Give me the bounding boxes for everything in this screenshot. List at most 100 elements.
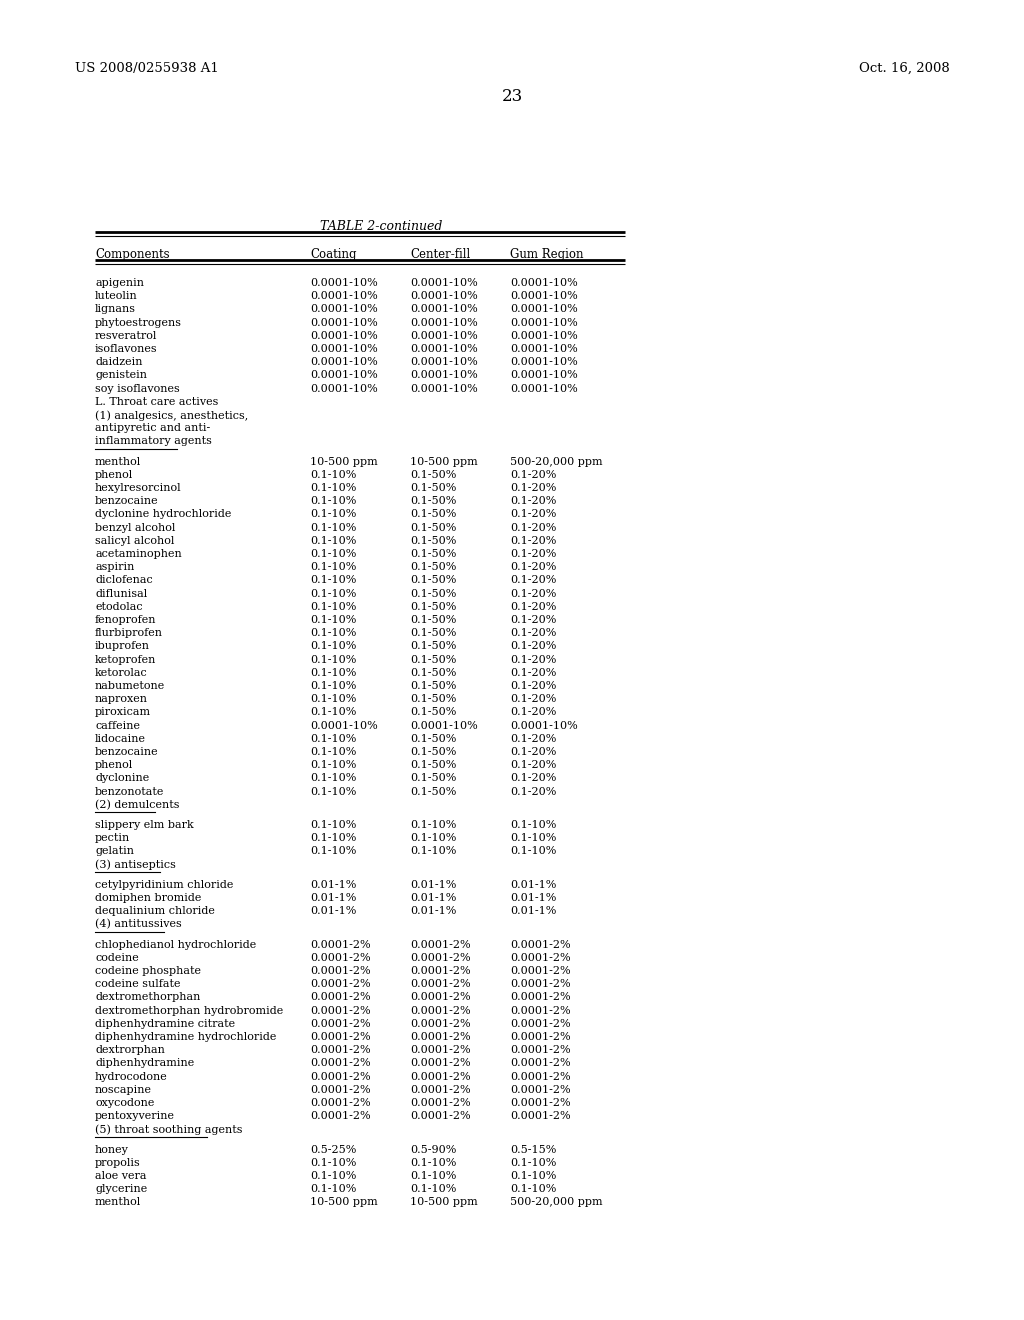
- Text: 0.5-25%: 0.5-25%: [310, 1144, 356, 1155]
- Text: 0.1-20%: 0.1-20%: [510, 549, 556, 558]
- Text: pectin: pectin: [95, 833, 130, 843]
- Text: (4) antitussives: (4) antitussives: [95, 920, 181, 929]
- Text: 0.0001-2%: 0.0001-2%: [410, 1019, 471, 1028]
- Text: 0.1-20%: 0.1-20%: [510, 655, 556, 664]
- Text: 0.1-50%: 0.1-50%: [410, 549, 457, 558]
- Text: 0.1-50%: 0.1-50%: [410, 747, 457, 756]
- Text: 0.0001-2%: 0.0001-2%: [510, 1019, 570, 1028]
- Text: nabumetone: nabumetone: [95, 681, 165, 690]
- Text: (3) antiseptics: (3) antiseptics: [95, 859, 176, 870]
- Text: Center-fill: Center-fill: [410, 248, 470, 261]
- Text: 0.1-20%: 0.1-20%: [510, 536, 556, 545]
- Text: acetaminophen: acetaminophen: [95, 549, 181, 558]
- Text: 0.1-20%: 0.1-20%: [510, 510, 556, 519]
- Text: diphenhydramine citrate: diphenhydramine citrate: [95, 1019, 236, 1028]
- Text: 0.1-50%: 0.1-50%: [410, 681, 457, 690]
- Text: 0.1-10%: 0.1-10%: [310, 470, 356, 479]
- Text: 0.01-1%: 0.01-1%: [510, 880, 556, 890]
- Text: 500-20,000 ppm: 500-20,000 ppm: [510, 457, 603, 466]
- Text: 0.0001-2%: 0.0001-2%: [510, 940, 570, 949]
- Text: 0.1-10%: 0.1-10%: [310, 628, 356, 638]
- Text: aspirin: aspirin: [95, 562, 134, 572]
- Text: 10-500 ppm: 10-500 ppm: [410, 457, 478, 466]
- Text: 0.1-50%: 0.1-50%: [410, 774, 457, 783]
- Text: 0.0001-10%: 0.0001-10%: [310, 318, 378, 327]
- Text: 0.0001-10%: 0.0001-10%: [410, 331, 478, 341]
- Text: 0.0001-2%: 0.0001-2%: [310, 953, 371, 962]
- Text: 0.1-10%: 0.1-10%: [410, 820, 457, 830]
- Text: 0.0001-2%: 0.0001-2%: [310, 1111, 371, 1121]
- Text: 0.1-20%: 0.1-20%: [510, 576, 556, 585]
- Text: 0.0001-2%: 0.0001-2%: [410, 1032, 471, 1041]
- Text: fenoprofen: fenoprofen: [95, 615, 157, 624]
- Text: propolis: propolis: [95, 1158, 140, 1168]
- Text: 10-500 ppm: 10-500 ppm: [410, 1197, 478, 1208]
- Text: 23: 23: [502, 88, 522, 106]
- Text: 0.1-50%: 0.1-50%: [410, 694, 457, 704]
- Text: dyclonine: dyclonine: [95, 774, 150, 783]
- Text: 0.0001-10%: 0.0001-10%: [510, 331, 578, 341]
- Text: 0.0001-2%: 0.0001-2%: [410, 993, 471, 1002]
- Text: 0.1-10%: 0.1-10%: [310, 510, 356, 519]
- Text: ibuprofen: ibuprofen: [95, 642, 150, 651]
- Text: ketorolac: ketorolac: [95, 668, 147, 677]
- Text: TABLE 2-continued: TABLE 2-continued: [319, 220, 442, 234]
- Text: 0.1-10%: 0.1-10%: [310, 774, 356, 783]
- Text: 0.0001-2%: 0.0001-2%: [310, 993, 371, 1002]
- Text: apigenin: apigenin: [95, 279, 144, 288]
- Text: 0.1-50%: 0.1-50%: [410, 470, 457, 479]
- Text: 0.0001-2%: 0.0001-2%: [310, 1059, 371, 1068]
- Text: 0.1-10%: 0.1-10%: [410, 833, 457, 843]
- Text: 0.1-50%: 0.1-50%: [410, 496, 457, 506]
- Text: 0.1-50%: 0.1-50%: [410, 642, 457, 651]
- Text: 0.1-50%: 0.1-50%: [410, 523, 457, 532]
- Text: (2) demulcents: (2) demulcents: [95, 800, 179, 810]
- Text: 0.1-50%: 0.1-50%: [410, 787, 457, 796]
- Text: luteolin: luteolin: [95, 292, 138, 301]
- Text: 0.0001-2%: 0.0001-2%: [310, 1019, 371, 1028]
- Text: 0.1-20%: 0.1-20%: [510, 774, 556, 783]
- Text: naproxen: naproxen: [95, 694, 148, 704]
- Text: 0.0001-2%: 0.0001-2%: [510, 1032, 570, 1041]
- Text: benzocaine: benzocaine: [95, 496, 159, 506]
- Text: phytoestrogens: phytoestrogens: [95, 318, 182, 327]
- Text: piroxicam: piroxicam: [95, 708, 152, 717]
- Text: codeine: codeine: [95, 953, 138, 962]
- Text: oxycodone: oxycodone: [95, 1098, 155, 1107]
- Text: 0.0001-10%: 0.0001-10%: [410, 358, 478, 367]
- Text: 0.0001-2%: 0.0001-2%: [410, 1111, 471, 1121]
- Text: 0.0001-10%: 0.0001-10%: [310, 358, 378, 367]
- Text: 0.01-1%: 0.01-1%: [510, 894, 556, 903]
- Text: cetylpyridinium chloride: cetylpyridinium chloride: [95, 880, 233, 890]
- Text: slippery elm bark: slippery elm bark: [95, 820, 194, 830]
- Text: benzocaine: benzocaine: [95, 747, 159, 756]
- Text: 0.1-50%: 0.1-50%: [410, 562, 457, 572]
- Text: US 2008/0255938 A1: US 2008/0255938 A1: [75, 62, 219, 75]
- Text: 0.1-10%: 0.1-10%: [310, 734, 356, 743]
- Text: dyclonine hydrochloride: dyclonine hydrochloride: [95, 510, 231, 519]
- Text: 0.1-10%: 0.1-10%: [310, 694, 356, 704]
- Text: 0.1-50%: 0.1-50%: [410, 668, 457, 677]
- Text: 0.0001-2%: 0.0001-2%: [310, 979, 371, 989]
- Text: 0.1-20%: 0.1-20%: [510, 668, 556, 677]
- Text: Components: Components: [95, 248, 170, 261]
- Text: 0.1-10%: 0.1-10%: [310, 1184, 356, 1195]
- Text: Oct. 16, 2008: Oct. 16, 2008: [859, 62, 950, 75]
- Text: 0.0001-2%: 0.0001-2%: [310, 1072, 371, 1081]
- Text: 0.0001-10%: 0.0001-10%: [410, 384, 478, 393]
- Text: 0.1-20%: 0.1-20%: [510, 589, 556, 598]
- Text: 0.0001-10%: 0.0001-10%: [510, 279, 578, 288]
- Text: dextromethorphan hydrobromide: dextromethorphan hydrobromide: [95, 1006, 284, 1015]
- Text: diflunisal: diflunisal: [95, 589, 147, 598]
- Text: 0.0001-2%: 0.0001-2%: [510, 953, 570, 962]
- Text: 0.0001-2%: 0.0001-2%: [510, 1098, 570, 1107]
- Text: 0.0001-10%: 0.0001-10%: [310, 384, 378, 393]
- Text: 0.1-20%: 0.1-20%: [510, 496, 556, 506]
- Text: 0.0001-2%: 0.0001-2%: [310, 1098, 371, 1107]
- Text: 0.0001-2%: 0.0001-2%: [410, 953, 471, 962]
- Text: genistein: genistein: [95, 371, 147, 380]
- Text: 0.0001-2%: 0.0001-2%: [410, 1006, 471, 1015]
- Text: 0.1-50%: 0.1-50%: [410, 760, 457, 770]
- Text: 0.0001-2%: 0.0001-2%: [310, 940, 371, 949]
- Text: 0.0001-2%: 0.0001-2%: [510, 1045, 570, 1055]
